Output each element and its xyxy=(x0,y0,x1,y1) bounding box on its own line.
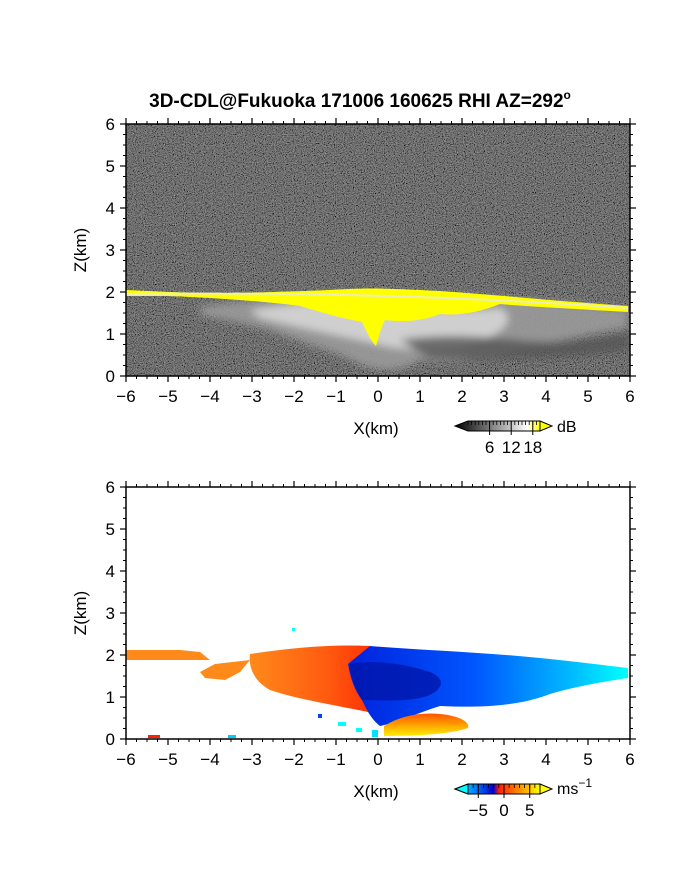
reflectivity-panel: −6 −5 −4 −3 −2 −1 0 1 2 3 4 5 6 0 1 2 3 4 5 6 X(km) Z(km) xyxy=(71,115,636,438)
x-tick-label: −2 xyxy=(284,750,303,769)
x-tick-label: 5 xyxy=(583,750,592,769)
colorbar-tick-label: 0 xyxy=(499,801,508,820)
reflectivity-colorbar: 6 12 18 dB xyxy=(453,419,577,457)
x-tick-label: 6 xyxy=(625,387,634,406)
x-tick-label: 4 xyxy=(541,387,550,406)
positive-velocity-trail xyxy=(126,650,210,660)
x-tick-label: 2 xyxy=(457,750,466,769)
positive-velocity-region xyxy=(249,645,380,712)
x-tick-label: −1 xyxy=(326,750,345,769)
x-tick-label: 3 xyxy=(499,750,508,769)
low-positive-lobe xyxy=(384,713,469,736)
y-tick-label: 3 xyxy=(106,241,115,260)
y-tick-label: 5 xyxy=(106,520,115,539)
colorbar-tick-label: 12 xyxy=(502,438,521,457)
colorbar-unit: dB xyxy=(557,419,577,436)
velocity-ylabel: Z(km) xyxy=(71,591,90,635)
velocity-xlabel: X(km) xyxy=(353,782,398,801)
x-tick-label: −5 xyxy=(158,387,177,406)
x-tick-label: −4 xyxy=(200,750,219,769)
colorbar-unit: ms−1 xyxy=(557,776,592,798)
y-tick-label: 1 xyxy=(106,325,115,344)
x-tick-label: 2 xyxy=(457,387,466,406)
y-tick-label: 0 xyxy=(106,730,115,749)
y-tick-label: 1 xyxy=(106,688,115,707)
y-tick-label: 2 xyxy=(106,283,115,302)
velocity-colorbar: −5 0 5 ms−1 xyxy=(453,776,592,820)
x-tick-label: 3 xyxy=(499,387,508,406)
x-tick-label: 1 xyxy=(415,387,424,406)
colorbar-tick-label: 18 xyxy=(523,438,542,457)
figure-title: 3D-CDL@Fukuoka 171006 160625 RHI AZ=292o xyxy=(149,88,571,112)
x-tick-label: 1 xyxy=(415,750,424,769)
y-tick-label: 0 xyxy=(106,367,115,386)
reflectivity-ylabel: Z(km) xyxy=(71,228,90,272)
reflectivity-xlabel: X(km) xyxy=(353,419,398,438)
x-tick-label: −2 xyxy=(284,387,303,406)
x-tick-label: 5 xyxy=(583,387,592,406)
y-tick-label: 4 xyxy=(106,562,115,581)
x-tick-label: −6 xyxy=(116,750,135,769)
x-tick-label: −6 xyxy=(116,387,135,406)
x-tick-label: −3 xyxy=(242,387,261,406)
x-tick-label: 0 xyxy=(373,387,382,406)
velocity-panel: −6 −5 −4 −3 −2 −1 0 1 2 3 4 5 6 0 1 2 3 4 5 6 X(km) Z(km) xyxy=(71,478,636,801)
x-tick-label: 6 xyxy=(625,750,634,769)
saturated-echo-region xyxy=(126,288,628,346)
colorbar-tick-label: −5 xyxy=(469,801,488,820)
y-tick-label: 2 xyxy=(106,646,115,665)
reflectivity-axes: −6 −5 −4 −3 −2 −1 0 1 2 3 4 5 6 0 1 2 3 4 5 6 xyxy=(106,115,636,406)
x-tick-label: −1 xyxy=(326,387,345,406)
y-tick-label: 6 xyxy=(106,115,115,134)
y-tick-label: 4 xyxy=(106,199,115,218)
x-tick-label: 4 xyxy=(541,750,550,769)
colorbar-tick-label: 6 xyxy=(485,438,494,457)
y-tick-label: 3 xyxy=(106,604,115,623)
y-tick-label: 6 xyxy=(106,478,115,497)
x-tick-label: −3 xyxy=(242,750,261,769)
y-tick-label: 5 xyxy=(106,157,115,176)
colorbar-tick-label: 5 xyxy=(525,801,534,820)
velocity-axes: −6 −5 −4 −3 −2 −1 0 1 2 3 4 5 6 0 1 2 3 4 5 6 xyxy=(106,478,636,769)
x-tick-label: −5 xyxy=(158,750,177,769)
negative-velocity-region xyxy=(348,646,628,726)
x-tick-label: 0 xyxy=(373,750,382,769)
x-tick-label: −4 xyxy=(200,387,219,406)
